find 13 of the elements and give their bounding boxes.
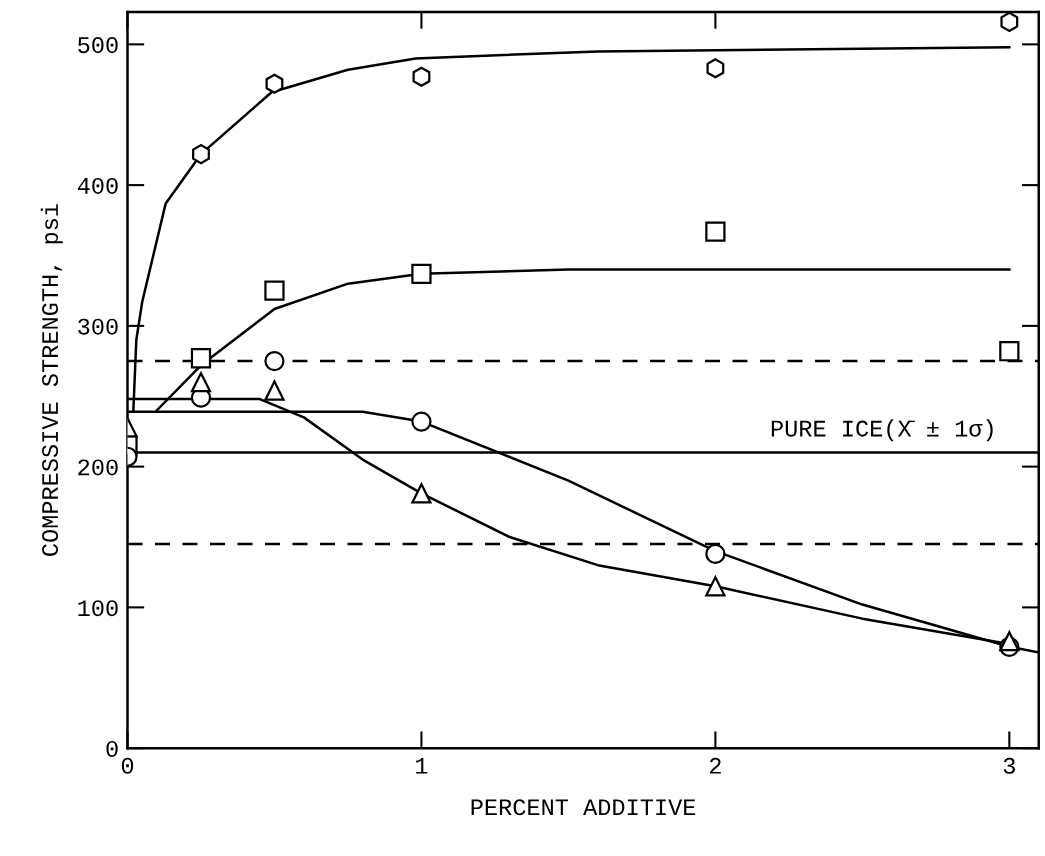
y-tick-label: 500 <box>78 37 118 54</box>
x-axis-title: PERCENT ADDITIVE <box>471 799 696 816</box>
y-axis-title: COMPRESSIVE STRENGTH, psi <box>40 204 63 556</box>
y-tick-label: 400 <box>77 177 118 194</box>
y-tick-label: 300 <box>78 318 118 335</box>
y-tick-label: 200 <box>78 459 118 476</box>
y-tick-label: 100 <box>78 600 118 617</box>
x-tick-label: 0 <box>121 757 134 774</box>
x-tick-label: 1 <box>416 758 428 774</box>
ref-line-label: PURE ICE(X̄ ± 1σ) <box>771 419 993 442</box>
y-tick-label: 0 <box>106 740 118 757</box>
x-tick-label: 2 <box>709 757 721 774</box>
x-tick-label: 3 <box>1003 757 1015 774</box>
